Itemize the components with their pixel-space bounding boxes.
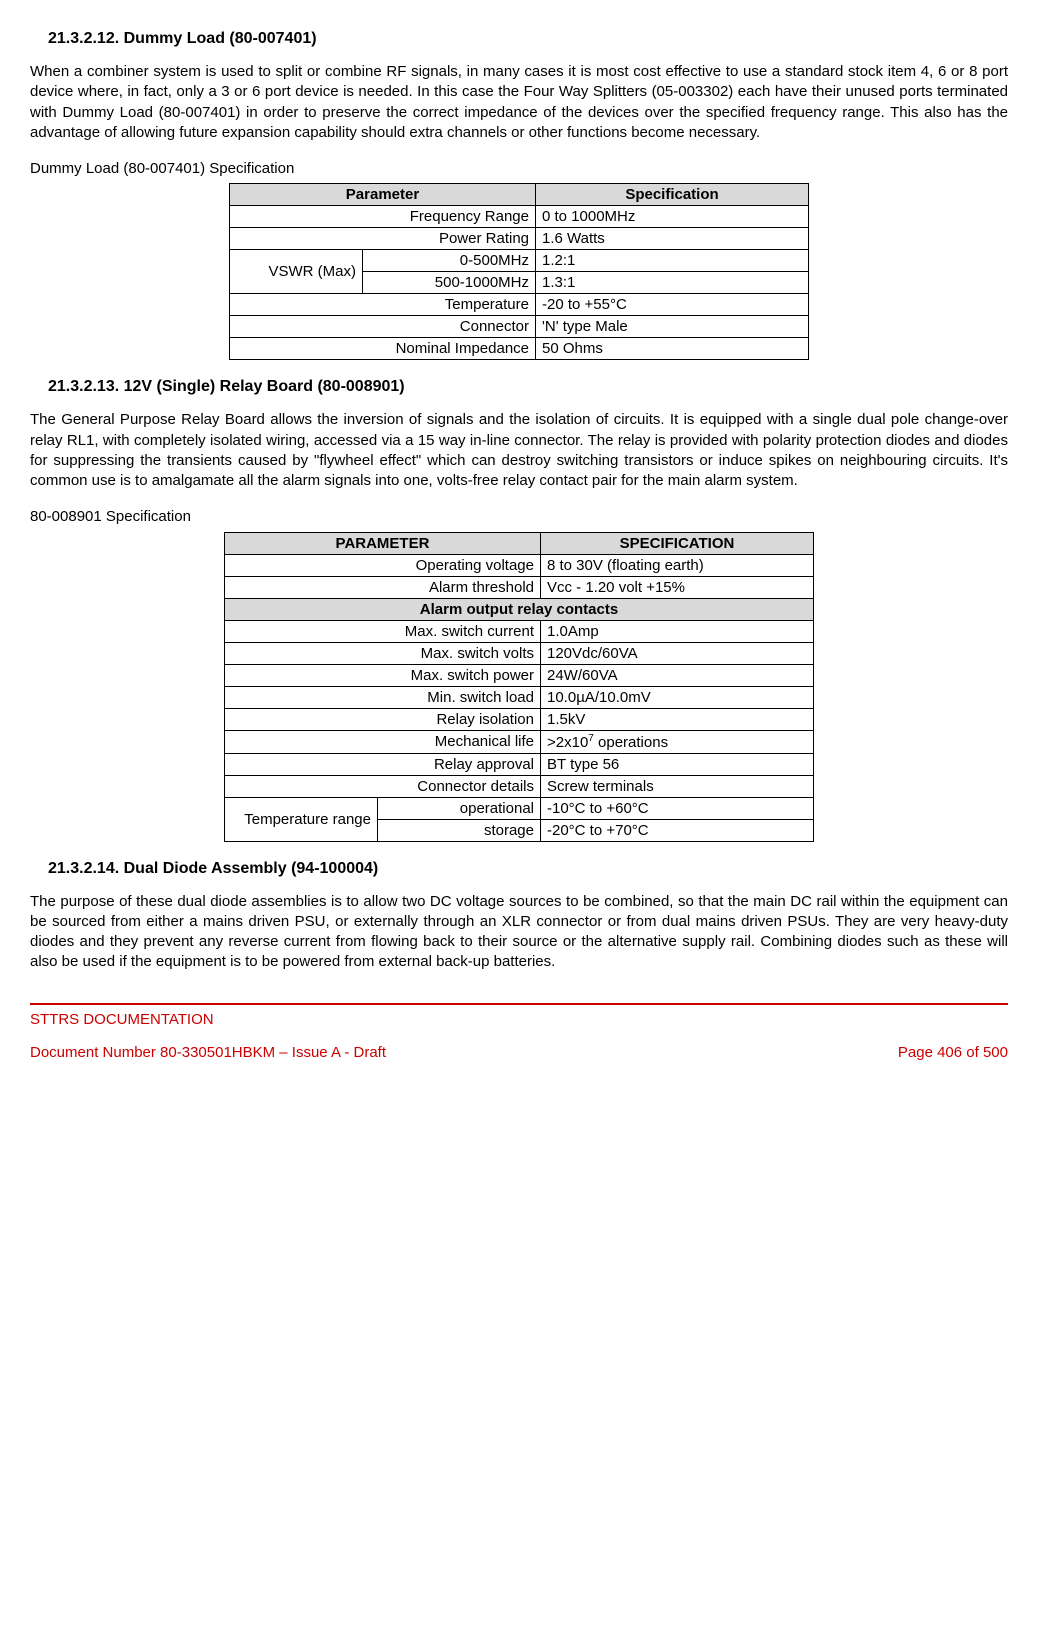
section1-table-caption: Dummy Load (80-007401) Specification [30, 159, 1008, 179]
cell-minload-spec: 10.0µA/10.0mV [541, 686, 814, 708]
table-row: Min. switch load 10.0µA/10.0mV [225, 686, 814, 708]
table-row: Nominal Impedance 50 Ohms [230, 338, 809, 360]
table-row: Temperature -20 to +55°C [230, 294, 809, 316]
cell-conndetails-spec: Screw terminals [541, 775, 814, 797]
table-row: Operating voltage 8 to 30V (floating ear… [225, 554, 814, 576]
table2-header-spec: SPECIFICATION [541, 532, 814, 554]
cell-power-rating-spec: 1.6 Watts [536, 228, 809, 250]
table-row: Alarm threshold Vcc - 1.20 volt +15% [225, 576, 814, 598]
cell-minload-param: Min. switch load [225, 686, 541, 708]
cell-freq-range-spec: 0 to 1000MHz [536, 206, 809, 228]
section1-paragraph: When a combiner system is used to split … [30, 62, 1008, 143]
dummy-load-spec-table: Parameter Specification Frequency Range … [229, 183, 809, 360]
cell-maxpower-param: Max. switch power [225, 664, 541, 686]
cell-vswr1-spec: 1.2:1 [536, 250, 809, 272]
mechlife-post: operations [594, 734, 668, 751]
table1-header-param: Parameter [230, 184, 536, 206]
cell-relayiso-param: Relay isolation [225, 708, 541, 730]
cell-tempstor-spec: -20°C to +70°C [541, 819, 814, 841]
cell-maxvolts-param: Max. switch volts [225, 642, 541, 664]
cell-power-rating-param: Power Rating [230, 228, 536, 250]
table-row: Relay isolation 1.5kV [225, 708, 814, 730]
table1-header-spec: Specification [536, 184, 809, 206]
cell-temp-spec: -20 to +55°C [536, 294, 809, 316]
mechlife-pre: >2x10 [547, 734, 588, 751]
table-row: Connector details Screw terminals [225, 775, 814, 797]
section3-heading: 21.3.2.14. Dual Diode Assembly (94-10000… [48, 860, 1008, 878]
cell-vswr2-param: 500-1000MHz [363, 272, 536, 294]
cell-maxcurrent-spec: 1.0Amp [541, 620, 814, 642]
cell-conndetails-param: Connector details [225, 775, 541, 797]
cell-freq-range-param: Frequency Range [230, 206, 536, 228]
table-row: Max. switch current 1.0Amp [225, 620, 814, 642]
cell-tempop-param: operational [378, 797, 541, 819]
cell-impedance-param: Nominal Impedance [230, 338, 536, 360]
footer-doc-number: Document Number 80-330501HBKM – Issue A … [30, 1044, 386, 1061]
table-row: VSWR (Max) 0-500MHz 1.2:1 [230, 250, 809, 272]
section1-heading: 21.3.2.12. Dummy Load (80-007401) [48, 30, 1008, 48]
cell-alarmthresh-param: Alarm threshold [225, 576, 541, 598]
cell-mechlife-spec: >2x107 operations [541, 730, 814, 753]
table2-header-param: PARAMETER [225, 532, 541, 554]
section3-paragraph: The purpose of these dual diode assembli… [30, 892, 1008, 973]
cell-connector-spec: 'N' type Male [536, 316, 809, 338]
cell-opvolt-param: Operating voltage [225, 554, 541, 576]
table-row: Frequency Range 0 to 1000MHz [230, 206, 809, 228]
cell-relayapproval-param: Relay approval [225, 753, 541, 775]
relay-board-spec-table: PARAMETER SPECIFICATION Operating voltag… [224, 532, 814, 842]
cell-mechlife-param: Mechanical life [225, 730, 541, 753]
cell-vswr1-param: 0-500MHz [363, 250, 536, 272]
section2-heading: 21.3.2.13. 12V (Single) Relay Board (80-… [48, 378, 1008, 396]
footer-page-number: Page 406 of 500 [898, 1044, 1008, 1061]
cell-maxcurrent-param: Max. switch current [225, 620, 541, 642]
cell-vswr2-spec: 1.3:1 [536, 272, 809, 294]
cell-opvolt-spec: 8 to 30V (floating earth) [541, 554, 814, 576]
table-row: Max. switch power 24W/60VA [225, 664, 814, 686]
cell-subheader: Alarm output relay contacts [225, 598, 814, 620]
footer-rule [30, 1003, 1008, 1005]
table-row: Power Rating 1.6 Watts [230, 228, 809, 250]
cell-tempgroup: Temperature range [225, 797, 378, 841]
cell-maxpower-spec: 24W/60VA [541, 664, 814, 686]
cell-vswr-group: VSWR (Max) [230, 250, 363, 294]
footer-bottom-line: Document Number 80-330501HBKM – Issue A … [30, 1044, 1008, 1061]
table-row: Temperature range operational -10°C to +… [225, 797, 814, 819]
cell-relayiso-spec: 1.5kV [541, 708, 814, 730]
table-row: Mechanical life >2x107 operations [225, 730, 814, 753]
footer-doc-title: STTRS DOCUMENTATION [30, 1011, 1008, 1028]
cell-maxvolts-spec: 120Vdc/60VA [541, 642, 814, 664]
table-row: Connector 'N' type Male [230, 316, 809, 338]
table2-subheader-row: Alarm output relay contacts [225, 598, 814, 620]
cell-alarmthresh-spec: Vcc - 1.20 volt +15% [541, 576, 814, 598]
cell-tempop-spec: -10°C to +60°C [541, 797, 814, 819]
table-row: Max. switch volts 120Vdc/60VA [225, 642, 814, 664]
cell-temp-param: Temperature [230, 294, 536, 316]
cell-connector-param: Connector [230, 316, 536, 338]
section2-paragraph: The General Purpose Relay Board allows t… [30, 410, 1008, 491]
cell-relayapproval-spec: BT type 56 [541, 753, 814, 775]
table-row: Relay approval BT type 56 [225, 753, 814, 775]
cell-tempstor-param: storage [378, 819, 541, 841]
cell-impedance-spec: 50 Ohms [536, 338, 809, 360]
section2-table-caption: 80-008901 Specification [30, 507, 1008, 527]
